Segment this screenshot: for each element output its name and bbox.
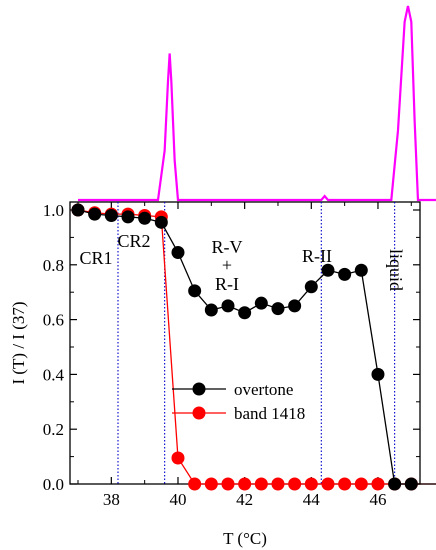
region-label: liquid bbox=[386, 249, 406, 291]
data-point-overtone bbox=[371, 367, 385, 381]
x-tick-label: 40 bbox=[169, 490, 186, 509]
region-label: R-II bbox=[302, 246, 332, 266]
data-point-overtone bbox=[138, 211, 152, 225]
data-point-band-1418 bbox=[288, 477, 302, 491]
transition-lines bbox=[117, 202, 396, 484]
y-tick-label: 0.8 bbox=[43, 256, 64, 275]
data-point-overtone bbox=[354, 263, 368, 277]
data-point-overtone bbox=[204, 303, 218, 317]
x-tick-label: 44 bbox=[303, 490, 321, 509]
data-point-overtone bbox=[288, 299, 302, 313]
series-layer bbox=[71, 203, 436, 491]
x-tick-label: 46 bbox=[369, 490, 386, 509]
y-tick-label: 0.6 bbox=[43, 311, 64, 330]
data-point-overtone bbox=[154, 215, 168, 229]
x-tick-label: 42 bbox=[236, 490, 253, 509]
data-point-overtone bbox=[404, 477, 418, 491]
series-line-overtone bbox=[77, 209, 436, 485]
data-point-overtone bbox=[88, 207, 102, 221]
data-point-band-1418 bbox=[238, 477, 252, 491]
region-label: CR1 bbox=[79, 248, 112, 268]
data-point-overtone bbox=[388, 477, 402, 491]
y-axis-title: I (T) / I (37) bbox=[9, 301, 28, 384]
legend-label-band-1418: band 1418 bbox=[234, 404, 305, 423]
data-point-band-1418 bbox=[204, 477, 218, 491]
top-trace-line bbox=[78, 5, 436, 202]
data-point-overtone bbox=[254, 296, 268, 310]
data-point-overtone bbox=[338, 267, 352, 281]
y-tick-label: 0.4 bbox=[43, 365, 65, 384]
region-label: + bbox=[222, 255, 232, 275]
data-point-overtone bbox=[321, 263, 335, 277]
data-point-band-1418 bbox=[338, 477, 352, 491]
data-point-band-1418 bbox=[171, 451, 185, 465]
x-tick-label: 38 bbox=[103, 490, 120, 509]
top-trace-panel bbox=[78, 5, 436, 202]
legend-marker-overtone bbox=[192, 382, 206, 396]
data-point-overtone bbox=[121, 210, 135, 224]
legend-label-overtone: overtone bbox=[234, 380, 293, 399]
data-point-overtone bbox=[171, 245, 185, 259]
y-tick-label: 0.2 bbox=[43, 420, 64, 439]
legend-marker-band-1418 bbox=[192, 406, 206, 420]
data-point-band-1418 bbox=[371, 477, 385, 491]
data-point-overtone bbox=[271, 302, 285, 316]
series-line-band-1418 bbox=[77, 209, 436, 485]
x-axis-title: T (°C) bbox=[223, 529, 267, 548]
data-point-band-1418 bbox=[304, 477, 318, 491]
data-point-overtone bbox=[238, 306, 252, 320]
data-point-overtone bbox=[104, 208, 118, 222]
data-point-overtone bbox=[71, 203, 85, 217]
region-label: R-V bbox=[212, 237, 243, 257]
legend: overtone band 1418 bbox=[172, 380, 305, 423]
y-tick-label: 0.0 bbox=[43, 475, 64, 494]
data-point-band-1418 bbox=[354, 477, 368, 491]
data-point-band-1418 bbox=[221, 477, 235, 491]
data-point-band-1418 bbox=[188, 477, 202, 491]
data-point-overtone bbox=[221, 299, 235, 313]
region-label: CR2 bbox=[117, 231, 150, 251]
axis-ticks: 3840424446480.00.20.40.60.81.0 bbox=[43, 201, 420, 509]
data-point-band-1418 bbox=[321, 477, 335, 491]
y-tick-label: 1.0 bbox=[43, 201, 64, 220]
region-label: R-I bbox=[215, 274, 239, 294]
data-point-overtone bbox=[304, 280, 318, 294]
data-point-band-1418 bbox=[254, 477, 268, 491]
data-point-overtone bbox=[188, 284, 202, 298]
data-point-band-1418 bbox=[271, 477, 285, 491]
